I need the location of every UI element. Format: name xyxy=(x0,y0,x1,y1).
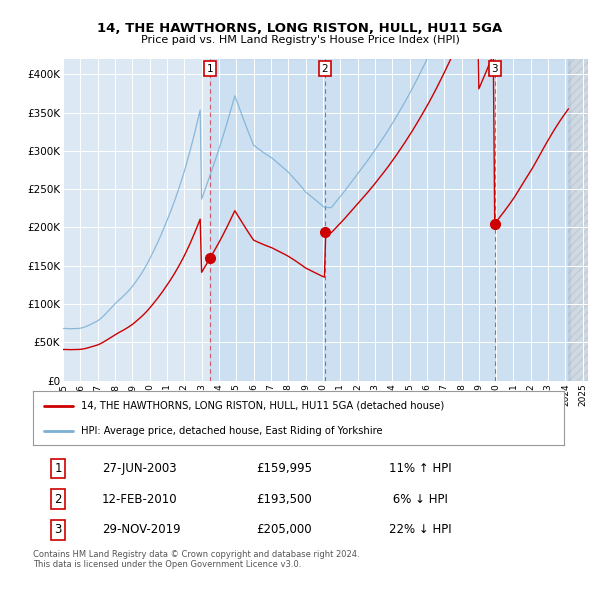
Text: 1: 1 xyxy=(207,64,214,74)
Text: Contains HM Land Registry data © Crown copyright and database right 2024.
This d: Contains HM Land Registry data © Crown c… xyxy=(33,550,359,569)
Text: 2: 2 xyxy=(322,64,328,74)
Text: £193,500: £193,500 xyxy=(256,493,312,506)
Bar xyxy=(210,59,570,381)
Bar xyxy=(568,59,588,381)
Text: 3: 3 xyxy=(54,523,62,536)
Text: 29-NOV-2019: 29-NOV-2019 xyxy=(102,523,181,536)
Text: 2: 2 xyxy=(54,493,62,506)
Text: 1: 1 xyxy=(54,462,62,475)
Text: 3: 3 xyxy=(491,64,498,74)
Text: 27-JUN-2003: 27-JUN-2003 xyxy=(102,462,176,475)
Text: £205,000: £205,000 xyxy=(256,523,311,536)
Text: £159,995: £159,995 xyxy=(256,462,312,475)
Text: HPI: Average price, detached house, East Riding of Yorkshire: HPI: Average price, detached house, East… xyxy=(81,426,382,436)
Text: 14, THE HAWTHORNS, LONG RISTON, HULL, HU11 5GA (detached house): 14, THE HAWTHORNS, LONG RISTON, HULL, HU… xyxy=(81,401,444,411)
Text: Price paid vs. HM Land Registry's House Price Index (HPI): Price paid vs. HM Land Registry's House … xyxy=(140,35,460,45)
Text: 14, THE HAWTHORNS, LONG RISTON, HULL, HU11 5GA: 14, THE HAWTHORNS, LONG RISTON, HULL, HU… xyxy=(97,22,503,35)
Text: 12-FEB-2010: 12-FEB-2010 xyxy=(102,493,178,506)
Text: 11% ↑ HPI: 11% ↑ HPI xyxy=(389,462,451,475)
Text: 6% ↓ HPI: 6% ↓ HPI xyxy=(389,493,448,506)
Text: 22% ↓ HPI: 22% ↓ HPI xyxy=(389,523,451,536)
